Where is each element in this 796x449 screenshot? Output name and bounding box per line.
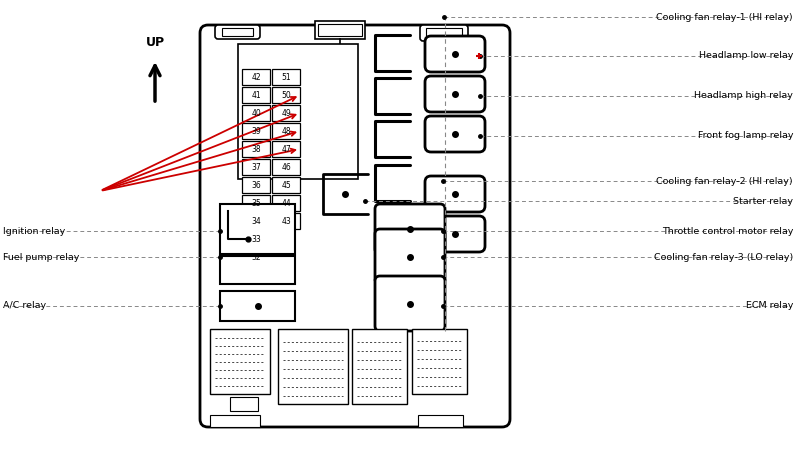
Text: 47: 47 [281, 145, 291, 154]
Text: Headlamp low relay: Headlamp low relay [699, 52, 793, 61]
Text: A/C relay: A/C relay [3, 301, 46, 311]
Bar [242, 231, 270, 247]
Text: 39: 39 [251, 127, 261, 136]
Bar [426, 28, 462, 38]
FancyBboxPatch shape [425, 116, 485, 152]
Bar [315, 21, 365, 39]
Text: Cooling fan relay-3 (LO relay): Cooling fan relay-3 (LO relay) [654, 252, 793, 261]
FancyBboxPatch shape [425, 76, 485, 112]
FancyBboxPatch shape [215, 25, 260, 39]
Text: 42: 42 [252, 72, 261, 82]
Bar [272, 177, 300, 193]
Text: 34: 34 [251, 216, 261, 225]
Bar [242, 123, 270, 139]
Bar [412, 329, 467, 394]
Text: 50: 50 [281, 91, 291, 100]
Text: 32: 32 [252, 252, 261, 261]
Text: Headlamp high relay: Headlamp high relay [694, 92, 793, 101]
FancyBboxPatch shape [425, 216, 485, 252]
Bar [272, 159, 300, 175]
Text: 43: 43 [281, 216, 291, 225]
Bar [242, 195, 270, 211]
Text: 44: 44 [281, 198, 291, 207]
Bar [238, 44, 358, 179]
Bar [278, 329, 348, 404]
Text: Cooling fan relay-2 (HI relay): Cooling fan relay-2 (HI relay) [657, 176, 793, 185]
Bar [272, 123, 300, 139]
Bar [352, 329, 407, 404]
FancyBboxPatch shape [375, 204, 445, 254]
Bar [210, 415, 260, 427]
Bar [318, 24, 362, 36]
Bar [242, 87, 270, 103]
Text: 33: 33 [251, 234, 261, 243]
Bar [418, 415, 463, 427]
Text: 38: 38 [252, 145, 261, 154]
Bar [220, 291, 295, 321]
Text: 51: 51 [281, 72, 291, 82]
Text: Starter relay: Starter relay [733, 197, 793, 206]
Bar [242, 141, 270, 157]
FancyBboxPatch shape [420, 25, 468, 41]
Text: 36: 36 [251, 180, 261, 189]
Text: Fuel pump relay: Fuel pump relay [3, 252, 80, 261]
FancyBboxPatch shape [425, 36, 485, 72]
FancyBboxPatch shape [425, 176, 485, 212]
Text: 41: 41 [252, 91, 261, 100]
Bar [222, 28, 253, 36]
Bar [272, 213, 300, 229]
Bar [242, 177, 270, 193]
Text: 46: 46 [281, 163, 291, 172]
Bar [242, 249, 270, 265]
Bar [272, 195, 300, 211]
Text: ECM relay: ECM relay [746, 301, 793, 311]
Text: 35: 35 [251, 198, 261, 207]
Text: Throttle control motor relay: Throttle control motor relay [661, 226, 793, 235]
Bar [230, 397, 258, 411]
Bar [242, 105, 270, 121]
Text: 48: 48 [281, 127, 291, 136]
Bar [210, 329, 270, 394]
Text: Front fog lamp relay: Front fog lamp relay [697, 132, 793, 141]
Bar [220, 256, 295, 284]
Text: UP: UP [146, 36, 165, 49]
Text: Ignition relay: Ignition relay [3, 226, 65, 235]
Bar [242, 69, 270, 85]
Text: 45: 45 [281, 180, 291, 189]
Text: Cooling fan relay-1 (HI relay): Cooling fan relay-1 (HI relay) [657, 13, 793, 22]
Bar [242, 159, 270, 175]
Text: 49: 49 [281, 109, 291, 118]
Bar [242, 213, 270, 229]
FancyBboxPatch shape [375, 276, 445, 331]
Bar [272, 87, 300, 103]
Text: 40: 40 [251, 109, 261, 118]
FancyBboxPatch shape [200, 25, 510, 427]
Bar [272, 105, 300, 121]
Bar [220, 204, 295, 254]
Bar [272, 141, 300, 157]
FancyBboxPatch shape [375, 229, 445, 284]
Text: 37: 37 [251, 163, 261, 172]
Bar [272, 69, 300, 85]
